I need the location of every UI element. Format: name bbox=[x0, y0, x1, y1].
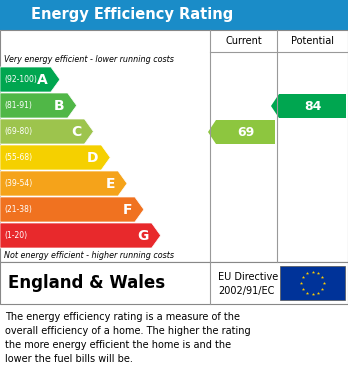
Text: (55-68): (55-68) bbox=[4, 153, 32, 162]
Polygon shape bbox=[0, 93, 77, 118]
Text: 2002/91/EC: 2002/91/EC bbox=[218, 285, 274, 296]
Bar bbox=[0, 262, 348, 304]
Text: (21-38): (21-38) bbox=[4, 205, 32, 214]
Polygon shape bbox=[0, 223, 161, 248]
Text: Current: Current bbox=[225, 36, 262, 46]
Text: (1-20): (1-20) bbox=[4, 231, 27, 240]
Text: England & Wales: England & Wales bbox=[8, 274, 165, 292]
Text: F: F bbox=[122, 203, 132, 217]
Text: Potential: Potential bbox=[291, 36, 334, 46]
Polygon shape bbox=[0, 119, 94, 144]
Bar bbox=[0, 30, 348, 262]
Text: Very energy efficient - lower running costs: Very energy efficient - lower running co… bbox=[4, 54, 174, 63]
Text: Energy Efficiency Rating: Energy Efficiency Rating bbox=[31, 7, 234, 23]
Text: (39-54): (39-54) bbox=[4, 179, 32, 188]
Text: D: D bbox=[87, 151, 98, 165]
Text: C: C bbox=[71, 124, 81, 138]
Text: The energy efficiency rating is a measure of the
overall efficiency of a home. T: The energy efficiency rating is a measur… bbox=[5, 312, 251, 364]
Polygon shape bbox=[271, 94, 346, 118]
Text: (69-80): (69-80) bbox=[4, 127, 32, 136]
Polygon shape bbox=[0, 171, 127, 196]
Text: A: A bbox=[37, 72, 48, 86]
Text: E: E bbox=[105, 176, 115, 190]
Text: B: B bbox=[54, 99, 65, 113]
Polygon shape bbox=[0, 145, 110, 170]
Bar bbox=[280, 266, 345, 300]
Text: 69: 69 bbox=[237, 126, 254, 138]
Text: Not energy efficient - higher running costs: Not energy efficient - higher running co… bbox=[4, 251, 174, 260]
Text: 84: 84 bbox=[304, 99, 321, 113]
Text: (92-100): (92-100) bbox=[4, 75, 37, 84]
Polygon shape bbox=[208, 120, 275, 144]
Text: (81-91): (81-91) bbox=[4, 101, 32, 110]
Polygon shape bbox=[0, 67, 60, 92]
Text: EU Directive: EU Directive bbox=[218, 272, 278, 282]
Text: G: G bbox=[137, 228, 149, 242]
Polygon shape bbox=[0, 197, 144, 222]
Bar bbox=[0, 0, 348, 30]
